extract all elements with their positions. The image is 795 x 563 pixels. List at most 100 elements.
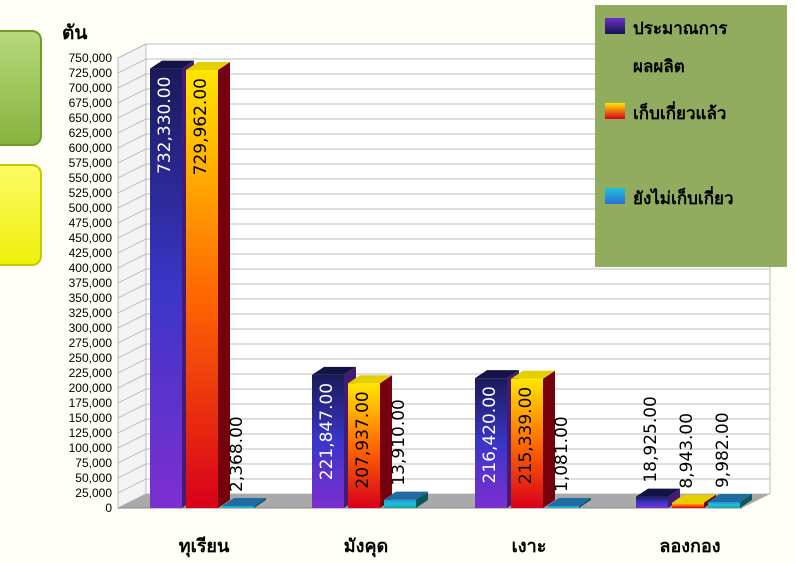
gridline-side — [117, 223, 147, 239]
bar — [547, 506, 579, 508]
bar-side — [416, 491, 428, 508]
legend-item-estimated: ประมาณการ ผลผลิต — [605, 10, 785, 86]
data-label: 215,339.00 — [516, 387, 536, 484]
gridline-side — [117, 403, 147, 419]
bar — [475, 378, 507, 508]
legend-swatch-not-harvested — [605, 188, 625, 204]
y-tick-label: 50,000 — [75, 471, 112, 485]
data-label: 1,081.00 — [552, 416, 572, 492]
data-label: 729,962.00 — [191, 78, 211, 175]
gridline-side — [117, 73, 147, 89]
gridline-side — [117, 373, 147, 389]
green-side-tab — [0, 30, 42, 146]
bar-top — [222, 498, 266, 506]
y-tick-label: 750,000 — [69, 51, 113, 65]
y-tick-label: 150,000 — [69, 411, 113, 425]
bar-top — [384, 491, 428, 500]
data-label: 2,368.00 — [227, 416, 247, 492]
bar-side — [543, 370, 555, 508]
y-tick-label: 600,000 — [69, 141, 113, 155]
gridline-side — [117, 283, 147, 299]
bar-top — [547, 498, 591, 506]
bar — [672, 502, 704, 508]
bar-top — [672, 494, 716, 503]
y-tick-label: 525,000 — [69, 186, 113, 200]
gridline-side — [117, 178, 147, 194]
y-tick-label: 550,000 — [69, 171, 113, 185]
y-tick-label: 475,000 — [69, 216, 113, 230]
legend: ประมาณการ ผลผลิต เก็บเกี่ยวแล้ว ยังไม่เก… — [595, 5, 787, 267]
gridline-side — [117, 313, 147, 329]
data-label: 13,910.00 — [389, 399, 409, 486]
gridline-side — [117, 238, 147, 254]
data-label: 221,847.00 — [317, 383, 337, 480]
gridline-side — [117, 208, 147, 224]
y-tick-label: 625,000 — [69, 126, 113, 140]
legend-label-estimated: ประมาณการ ผลผลิต — [633, 19, 728, 77]
gridline-side — [117, 463, 147, 479]
bar-top — [475, 370, 519, 379]
unit-label: ตัน — [62, 22, 88, 44]
bar — [348, 383, 380, 508]
y-tick-label: 25,000 — [75, 486, 112, 500]
y-tick-label: 0 — [105, 501, 112, 515]
y-tick-label: 725,000 — [69, 66, 113, 80]
bar-top — [708, 494, 752, 503]
y-tick-label: 675,000 — [69, 96, 113, 110]
gridline-side — [117, 43, 147, 59]
gridline-side — [117, 298, 147, 314]
y-tick-label: 450,000 — [69, 231, 113, 245]
bar-top — [150, 60, 194, 69]
legend-label-harvested: เก็บเกี่ยวแล้ว — [633, 104, 727, 124]
x-category-label: ทุเรียน — [179, 536, 230, 558]
data-label: 18,925.00 — [641, 396, 661, 483]
gridline-side — [117, 343, 147, 359]
data-label: 216,420.00 — [480, 386, 500, 483]
gridline-side — [117, 253, 147, 269]
y-tick-label: 325,000 — [69, 306, 113, 320]
gridline-side — [117, 433, 147, 449]
bar-side — [740, 494, 752, 508]
bar-side — [380, 375, 392, 508]
legend-item-not-harvested: ยังไม่เก็บเกี่ยว — [605, 180, 785, 218]
gridline-side — [117, 388, 147, 404]
gridline-side — [117, 88, 147, 104]
bar-side — [668, 488, 680, 508]
y-tick-label: 575,000 — [69, 156, 113, 170]
bar — [511, 378, 543, 508]
data-label: 732,330.00 — [155, 77, 175, 174]
y-tick-label: 350,000 — [69, 291, 113, 305]
y-tick-label: 100,000 — [69, 441, 113, 455]
y-tick-label: 75,000 — [75, 456, 112, 470]
bar-top — [186, 62, 230, 71]
gridline-side — [117, 118, 147, 134]
bar — [186, 70, 218, 508]
y-tick-label: 125,000 — [69, 426, 113, 440]
bar-top — [511, 370, 555, 379]
y-tick-label: 200,000 — [69, 381, 113, 395]
gridline-side — [117, 148, 147, 164]
gridline-side — [117, 448, 147, 464]
y-tick-label: 175,000 — [69, 396, 113, 410]
bar — [312, 374, 344, 508]
data-label: 8,943.00 — [677, 413, 697, 489]
y-tick-label: 250,000 — [69, 351, 113, 365]
gridline-side — [117, 358, 147, 374]
gridline-side — [117, 268, 147, 284]
gridline-side — [117, 103, 147, 119]
bar-top — [312, 366, 356, 375]
plot-floor — [118, 494, 770, 508]
x-category-label: ลองกอง — [659, 536, 720, 557]
y-tick-label: 225,000 — [69, 366, 113, 380]
gridline-side — [117, 133, 147, 149]
x-category-label: เงาะ — [512, 536, 547, 557]
gridline-side — [117, 478, 147, 494]
legend-label-not-harvested: ยังไม่เก็บเกี่ยว — [633, 189, 734, 209]
y-tick-label: 500,000 — [69, 201, 113, 215]
bar — [384, 499, 416, 508]
legend-swatch-estimated — [605, 18, 625, 34]
bar — [222, 506, 254, 508]
bar-top — [636, 488, 680, 497]
y-tick-label: 400,000 — [69, 261, 113, 275]
